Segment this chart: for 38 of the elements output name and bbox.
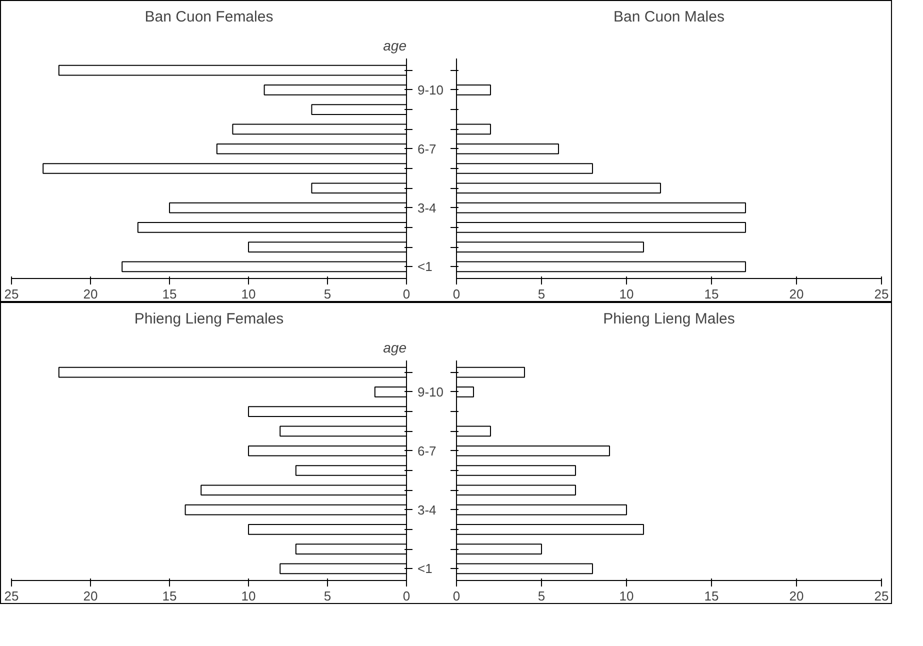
x-tick-label: 15 bbox=[704, 286, 719, 302]
x-tick-label: 20 bbox=[83, 588, 98, 604]
y-tick-label: 3-4 bbox=[418, 200, 436, 216]
x-tick-label: 20 bbox=[789, 286, 804, 302]
x-tick-label: 0 bbox=[402, 588, 410, 604]
x-tick-label: 5 bbox=[324, 286, 332, 302]
x-tick-label: 15 bbox=[162, 588, 177, 604]
y-tick-label: <1 bbox=[418, 561, 432, 576]
x-tick-label: 25 bbox=[4, 286, 19, 302]
chart-title: Ban Cuon Males bbox=[614, 8, 724, 26]
x-tick-label: 10 bbox=[241, 286, 256, 302]
x-tick-label: 0 bbox=[452, 286, 460, 302]
x-tick-label: 20 bbox=[83, 286, 98, 302]
chart-title: Phieng Lieng Males bbox=[603, 310, 735, 328]
y-tick-label: <1 bbox=[418, 259, 432, 274]
y-tick-label: 6-7 bbox=[418, 443, 436, 458]
x-tick-label: 10 bbox=[241, 588, 256, 604]
y-tick-label: 3-4 bbox=[418, 502, 436, 518]
y-tick-label: 9-10 bbox=[418, 82, 444, 98]
x-tick-label: 10 bbox=[619, 286, 634, 302]
x-tick-label: 25 bbox=[874, 286, 889, 302]
x-tick-label: 25 bbox=[874, 588, 889, 604]
y-axis-title: age bbox=[383, 38, 407, 54]
x-tick-label: 5 bbox=[538, 286, 546, 302]
y-tick-label: 9-10 bbox=[418, 384, 444, 400]
x-tick-label: 10 bbox=[619, 588, 634, 604]
x-tick-label: 5 bbox=[538, 588, 546, 604]
x-tick-label: 20 bbox=[789, 588, 804, 604]
y-axis-title: age bbox=[383, 340, 407, 356]
x-tick-label: 0 bbox=[452, 588, 460, 604]
x-tick-label: 5 bbox=[324, 588, 332, 604]
x-tick-label: 15 bbox=[704, 588, 719, 604]
x-tick-label: 25 bbox=[4, 588, 19, 604]
x-tick-label: 0 bbox=[402, 286, 410, 302]
chart-title: Phieng Lieng Females bbox=[134, 310, 284, 328]
y-tick-label: 6-7 bbox=[418, 141, 436, 156]
chart-title: Ban Cuon Females bbox=[144, 8, 274, 26]
x-tick-label: 15 bbox=[162, 286, 177, 302]
